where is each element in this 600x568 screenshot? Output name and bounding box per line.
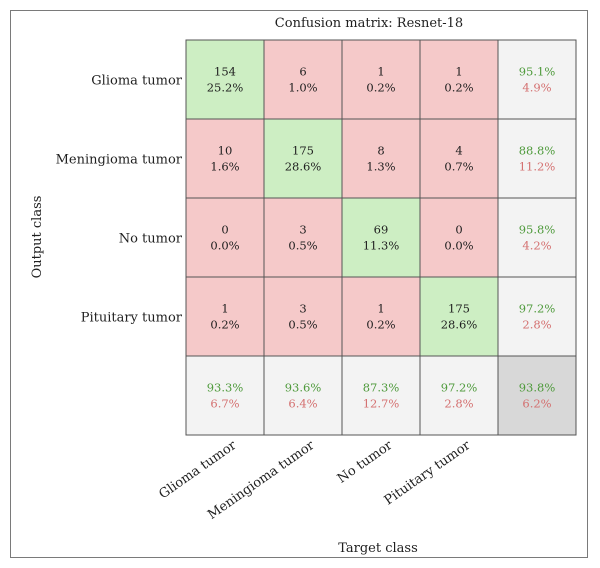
matrix-cell xyxy=(419,355,499,436)
column-label: No tumor xyxy=(335,438,396,487)
summary-correct: 97.2% xyxy=(519,302,556,316)
summary-correct: 93.8% xyxy=(519,381,556,395)
matrix-cell xyxy=(185,39,265,120)
summary-error: 6.7% xyxy=(210,397,239,411)
summary-correct: 95.1% xyxy=(519,65,556,79)
matrix-cell xyxy=(263,355,343,436)
summary-error: 4.9% xyxy=(522,81,551,95)
cell-count: 154 xyxy=(214,65,236,79)
cell-percent: 1.0% xyxy=(288,81,317,95)
matrix-cell xyxy=(263,276,343,357)
matrix-cell xyxy=(341,118,421,199)
matrix-cell xyxy=(185,118,265,199)
cell-percent: 0.5% xyxy=(288,318,317,332)
cell-count: 1 xyxy=(455,65,462,79)
cell-percent: 25.2% xyxy=(207,81,244,95)
matrix-cell xyxy=(497,118,577,199)
cell-percent: 28.6% xyxy=(285,160,322,174)
cell-percent: 0.2% xyxy=(366,81,395,95)
cell-count: 0 xyxy=(455,223,462,237)
matrix-cell xyxy=(263,197,343,278)
matrix-cell xyxy=(185,197,265,278)
summary-error: 2.8% xyxy=(444,397,473,411)
cell-count: 1 xyxy=(221,302,228,316)
summary-error: 12.7% xyxy=(363,397,400,411)
row-label: Glioma tumor xyxy=(91,74,182,89)
summary-correct: 95.8% xyxy=(519,223,556,237)
cell-count: 8 xyxy=(377,144,384,158)
cell-percent: 1.3% xyxy=(366,160,395,174)
matrix-cell xyxy=(263,39,343,120)
cell-count: 6 xyxy=(299,65,306,79)
row-label: Meningioma tumor xyxy=(56,153,183,168)
cell-percent: 1.6% xyxy=(210,160,239,174)
cell-count: 69 xyxy=(374,223,389,237)
cell-percent: 0.2% xyxy=(444,81,473,95)
matrix-cell xyxy=(341,276,421,357)
summary-correct: 97.2% xyxy=(441,381,478,395)
cell-percent: 28.6% xyxy=(441,318,478,332)
cell-percent: 0.0% xyxy=(444,239,473,253)
cell-count: 175 xyxy=(448,302,470,316)
summary-error: 6.4% xyxy=(288,397,317,411)
cell-count: 4 xyxy=(455,144,462,158)
matrix-cell xyxy=(497,197,577,278)
cell-count: 10 xyxy=(218,144,233,158)
matrix-cell xyxy=(419,276,499,357)
chart-title: Confusion matrix: Resnet-18 xyxy=(275,16,463,31)
summary-error: 11.2% xyxy=(519,160,556,174)
row-label: No tumor xyxy=(119,232,183,247)
matrix-cell xyxy=(497,355,577,436)
x-axis-label: Target class xyxy=(338,541,418,556)
summary-correct: 93.6% xyxy=(285,381,322,395)
summary-error: 4.2% xyxy=(522,239,551,253)
column-label: Pituitary tumor xyxy=(382,438,474,509)
figure-frame xyxy=(10,10,588,558)
matrix-cell xyxy=(419,118,499,199)
cell-count: 0 xyxy=(221,223,228,237)
row-label: Pituitary tumor xyxy=(81,311,183,326)
cell-percent: 0.2% xyxy=(366,318,395,332)
summary-error: 6.2% xyxy=(522,397,551,411)
summary-correct: 88.8% xyxy=(519,144,556,158)
cell-count: 175 xyxy=(292,144,314,158)
matrix-cell xyxy=(185,355,265,436)
cell-count: 3 xyxy=(299,302,306,316)
cell-percent: 0.7% xyxy=(444,160,473,174)
matrix-cell xyxy=(341,355,421,436)
cell-percent: 11.3% xyxy=(363,239,400,253)
cell-percent: 0.5% xyxy=(288,239,317,253)
matrix-cell xyxy=(341,39,421,120)
column-label: Glioma tumor xyxy=(156,438,240,503)
cell-count: 1 xyxy=(377,65,384,79)
matrix-cell xyxy=(419,39,499,120)
summary-correct: 87.3% xyxy=(363,381,400,395)
cell-count: 1 xyxy=(377,302,384,316)
cell-percent: 0.0% xyxy=(210,239,239,253)
y-axis-label: Output class xyxy=(30,196,45,279)
matrix-cell xyxy=(263,118,343,199)
matrix-cell xyxy=(419,197,499,278)
summary-correct: 93.3% xyxy=(207,381,244,395)
summary-error: 2.8% xyxy=(522,318,551,332)
cell-percent: 0.2% xyxy=(210,318,239,332)
matrix-cells: 15425.2%61.0%10.2%10.2%95.1%4.9%101.6%17… xyxy=(185,39,577,436)
cell-count: 3 xyxy=(299,223,306,237)
matrix-cell xyxy=(341,197,421,278)
matrix-cell xyxy=(185,276,265,357)
matrix-cell xyxy=(497,276,577,357)
matrix-cell xyxy=(497,39,577,120)
